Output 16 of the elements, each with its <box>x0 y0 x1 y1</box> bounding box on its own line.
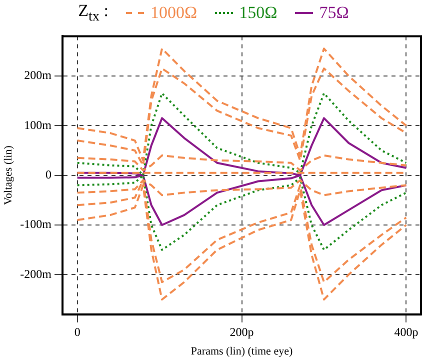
legend-title: Z$_{tx}$ : <box>78 0 108 26</box>
x-tick-label: 0 <box>74 324 80 339</box>
line-series <box>76 48 408 162</box>
line-series <box>76 154 408 172</box>
legend-label: 75Ω <box>319 3 349 23</box>
y-tick-label: 200m <box>24 68 52 82</box>
legend-label: 1000Ω <box>150 3 198 23</box>
y-tick-label: 100m <box>24 118 52 132</box>
x-axis-title: Params (lin) (time eye) <box>190 345 293 358</box>
y-axis-title: Voltages (lin) <box>2 145 14 205</box>
y-tick-label: -100m <box>20 217 52 232</box>
y-tick-label: 0 <box>46 167 52 182</box>
y-tick-label: -200m <box>20 266 52 281</box>
x-tick-label: 200p <box>230 324 254 339</box>
x-tick-label: 400p <box>394 324 418 339</box>
legend-label: 150Ω <box>239 3 278 23</box>
